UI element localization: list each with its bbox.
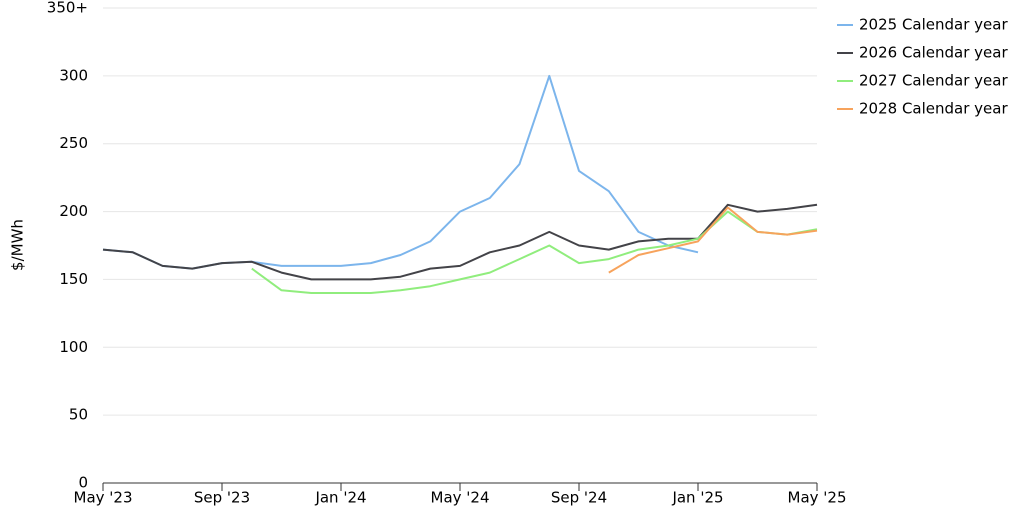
series-line bbox=[102, 203, 818, 281]
series-line bbox=[251, 210, 818, 294]
series-line bbox=[102, 74, 699, 270]
x-tick-label: Jan '24 bbox=[314, 489, 366, 507]
x-tick-label: May '24 bbox=[431, 489, 490, 507]
y-tick-label: 300 bbox=[59, 66, 88, 84]
legend-label: 2026 Calendar year bbox=[859, 44, 1008, 62]
y-tick-label: 150 bbox=[59, 270, 88, 288]
y-tick-label: 350+ bbox=[47, 0, 88, 17]
legend-label: 2027 Calendar year bbox=[859, 72, 1008, 90]
x-tick-label: Sep '23 bbox=[194, 489, 250, 507]
y-tick-label: 0 bbox=[78, 474, 88, 492]
y-tick-label: 200 bbox=[59, 202, 88, 220]
x-tick-label: Sep '24 bbox=[551, 489, 607, 507]
y-axis-label: $/MWh bbox=[9, 219, 27, 271]
series-line bbox=[608, 206, 818, 274]
legend-label: 2028 Calendar year bbox=[859, 100, 1008, 118]
y-tick-label: 50 bbox=[69, 406, 88, 424]
x-tick-label: May '23 bbox=[74, 489, 133, 507]
x-tick-label: Jan '25 bbox=[671, 489, 723, 507]
y-tick-label: 100 bbox=[59, 338, 88, 356]
y-tick-label: 250 bbox=[59, 134, 88, 152]
legend-label: 2025 Calendar year bbox=[859, 16, 1008, 34]
x-tick-label: May '25 bbox=[788, 489, 847, 507]
